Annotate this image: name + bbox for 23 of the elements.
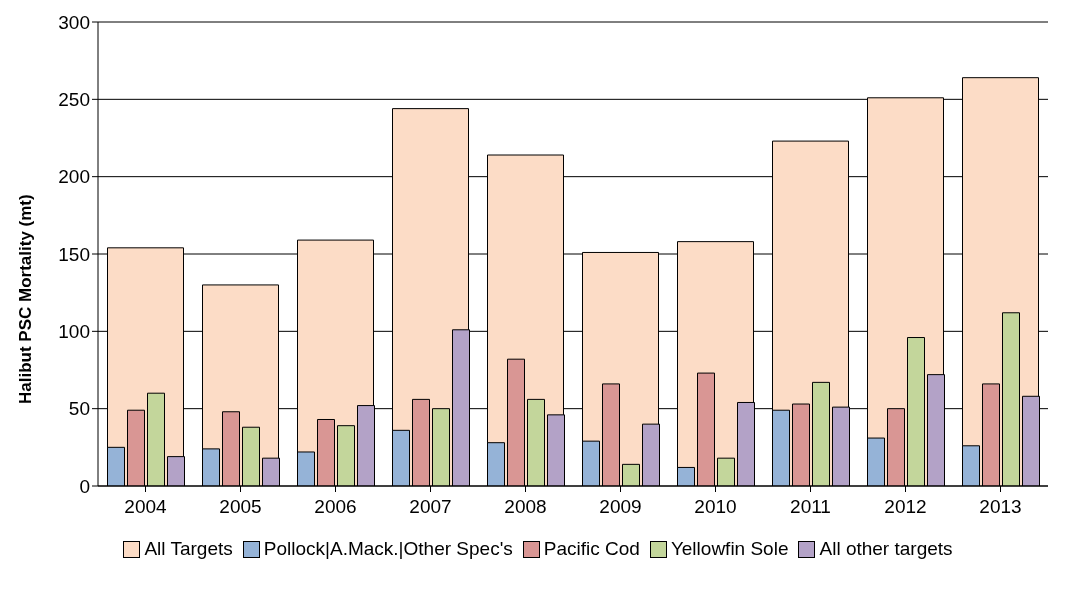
y-tick-label: 200	[58, 166, 90, 188]
y-tick-label: 100	[58, 321, 90, 343]
y-axis-title: Halibut PSC Mortality (mt)	[16, 194, 36, 404]
y-tick-label: 50	[68, 398, 90, 420]
y-tick-label: 150	[58, 243, 90, 265]
x-tick-label: 2004	[124, 496, 168, 518]
x-tick-label: 2007	[409, 496, 452, 518]
y-tick-label: 250	[58, 89, 90, 111]
legend-label: Yellowfin Sole	[670, 538, 789, 560]
x-tick-label: 2009	[599, 496, 642, 518]
x-tick-label: 2013	[979, 496, 1022, 518]
x-tick-label: 2005	[219, 496, 262, 518]
legend-label: Pollock|A.Mack.|Other Spec's	[263, 538, 513, 560]
x-tick-label: 2012	[884, 496, 927, 518]
legend-label: All Targets	[144, 538, 233, 560]
x-tick-label: 2011	[790, 496, 831, 518]
x-tick-label: 2008	[504, 496, 547, 518]
legend-label: All other targets	[819, 538, 953, 560]
legend-label: Pacific Cod	[543, 538, 640, 560]
x-tick-label: 2006	[314, 496, 357, 518]
y-tick-label: 0	[79, 475, 90, 497]
x-tick-label: 2010	[694, 496, 737, 518]
y-tick-label: 300	[58, 11, 90, 33]
